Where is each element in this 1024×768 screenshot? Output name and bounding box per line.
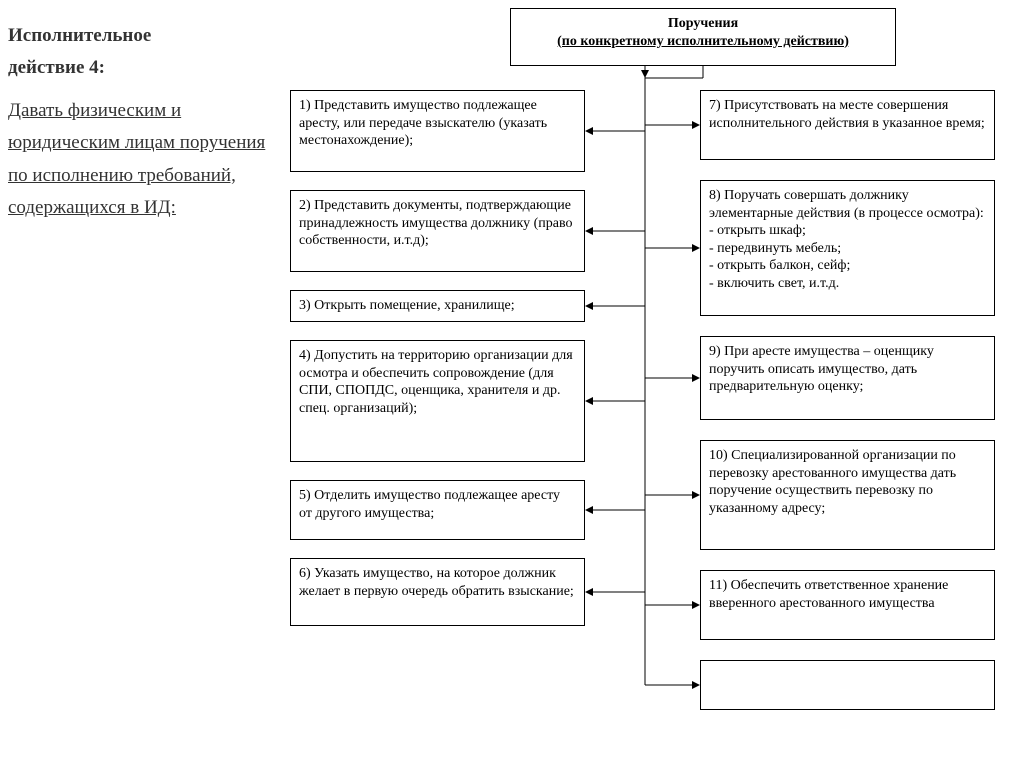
left-item-4: 4) Допустить на территорию организации д… <box>290 340 585 462</box>
header-box: Поручения (по конкретному исполнительном… <box>510 8 896 66</box>
right-item-11-a: 11) Обеспечить ответственное хранение вв… <box>700 570 995 640</box>
page: Исполнительное действие 4: Давать физиче… <box>0 0 1024 768</box>
right-item-8: 8) Поручать совершать должнику элементар… <box>700 180 995 316</box>
side-body: Давать физическим и юридическим лицам по… <box>8 95 278 224</box>
left-item-5: 5) Отделить имущество подлежащее аресту … <box>290 480 585 540</box>
right-item-10: 10) Специализированной организации по пе… <box>700 440 995 550</box>
side-title-line2: действие 4: <box>8 52 278 84</box>
right-item-11-b <box>700 660 995 710</box>
header-line2: (по конкретному исполнительному действию… <box>519 33 887 51</box>
left-item-2: 2) Представить документы, подтверждающие… <box>290 190 585 272</box>
left-item-1: 1) Представить имущество подлежащее арес… <box>290 90 585 172</box>
side-title-block: Исполнительное действие 4: <box>8 20 278 85</box>
right-item-7: 7) Присутствовать на месте совершения ис… <box>700 90 995 160</box>
left-item-6: 6) Указать имущество, на которое должник… <box>290 558 585 626</box>
right-item-9: 9) При аресте имущества – оценщику поруч… <box>700 336 995 420</box>
header-line1: Поручения <box>519 15 887 33</box>
left-item-3: 3) Открыть помещение, хранилище; <box>290 290 585 322</box>
side-title-line1: Исполнительное <box>8 20 278 52</box>
